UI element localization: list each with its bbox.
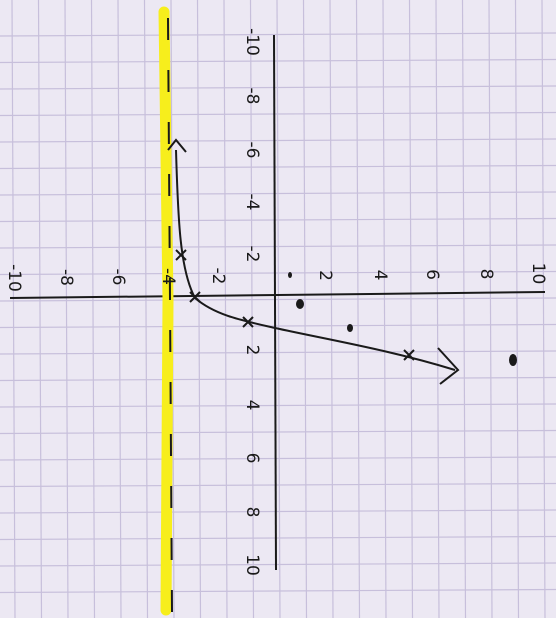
vertical-axis-label: 2	[242, 345, 262, 356]
grid-line	[117, 0, 122, 618]
horizontal-axis-label: 8	[476, 269, 496, 280]
horizontal-axis-label: 6	[422, 269, 442, 280]
horizontal-axis-label: -2	[208, 268, 228, 285]
vertical-axis-label: 8	[242, 507, 262, 518]
grid-line	[0, 429, 556, 435]
grid-line	[0, 244, 556, 249]
grid-line	[0, 376, 556, 382]
grid-line	[0, 85, 556, 90]
horizontal-axis-label: -4	[158, 268, 178, 285]
vertical-axis-label: 4	[242, 400, 262, 411]
grid-line	[461, 0, 467, 618]
labels: -10 -8 -6 -4 -2 2 4 6 8 10 -10 -8 -6 -4 -2 2 4 6 8 10	[4, 28, 548, 576]
grid-line	[0, 509, 556, 514]
grid-line	[64, 0, 69, 618]
grid-line	[196, 0, 202, 618]
grid-line	[488, 0, 493, 618]
horizontal-axis-label: -6	[108, 269, 128, 286]
grid-line	[0, 217, 556, 223]
grid-line	[249, 0, 255, 618]
horizontal-axis-label: 2	[315, 270, 335, 281]
grid-line	[0, 482, 556, 488]
vertical-axis-label: 6	[242, 453, 262, 464]
grid-line	[0, 270, 556, 276]
grid-line	[37, 0, 43, 618]
grid-line	[0, 323, 556, 329]
grid-line	[514, 0, 520, 618]
grid-line	[0, 138, 556, 143]
grid-line	[143, 0, 149, 618]
vertical-axis-label: -4	[242, 194, 262, 211]
arrow-head	[437, 347, 460, 385]
grid-line	[329, 0, 334, 618]
horizontal-axis-label: -8	[56, 269, 76, 286]
grid-line	[0, 456, 556, 461]
grid-line	[0, 297, 556, 302]
horizontal-axis	[9, 291, 546, 299]
grid-line	[0, 535, 556, 541]
grid-line	[302, 0, 308, 618]
grid-line	[0, 403, 556, 408]
grid-line	[382, 0, 387, 618]
curve	[175, 149, 456, 371]
point-marks	[175, 249, 415, 361]
horizontal-axis-label: 10	[528, 263, 548, 285]
horizontal-axis-label: 4	[370, 270, 390, 281]
dots	[288, 272, 517, 366]
vertical-axis	[273, 34, 277, 571]
vertical-axis-label: -2	[242, 246, 262, 263]
grid-line	[408, 0, 414, 618]
highlight-line	[158, 6, 174, 616]
vertical-axis-label: -6	[242, 142, 262, 159]
grid-line	[0, 562, 556, 567]
vertical-axis-label: 10	[242, 554, 262, 576]
horizontal-axis-label: -10	[4, 264, 24, 292]
grid-line	[90, 0, 96, 618]
grid-line	[0, 164, 556, 170]
grid-line	[355, 0, 361, 618]
grid-line	[0, 191, 556, 196]
grid-line	[435, 0, 440, 618]
grid-line	[0, 588, 556, 594]
grid-line	[0, 350, 556, 355]
grid-line	[0, 32, 556, 37]
vertical-axis-label: -10	[242, 28, 262, 56]
grid-line	[541, 0, 546, 618]
grid-line	[0, 111, 556, 117]
grid-line	[276, 0, 281, 618]
grid-line	[11, 0, 16, 618]
vertical-axis-label: -8	[242, 88, 262, 105]
grid-line	[0, 58, 556, 64]
grid-line	[223, 0, 228, 618]
arrow-head	[167, 138, 187, 153]
